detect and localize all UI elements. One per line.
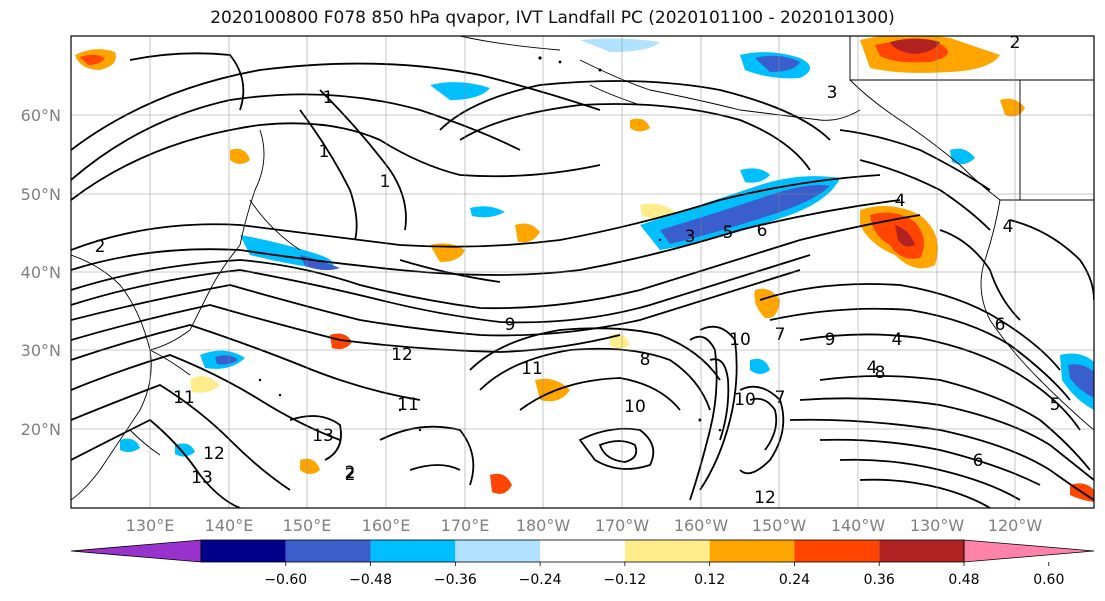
colorbar-tick-label: −0.60 bbox=[264, 572, 307, 588]
lon-label: 150°E bbox=[283, 516, 332, 535]
colorbar-bin bbox=[624, 540, 710, 562]
contour-label: 11 bbox=[397, 395, 419, 415]
map-title: 2020100800 F078 850 hPa qvapor, IVT Land… bbox=[210, 8, 895, 28]
colorbar-tick-label: −0.24 bbox=[519, 572, 562, 588]
contour-label: 9 bbox=[505, 315, 516, 335]
contour-label: 11 bbox=[173, 388, 195, 408]
contour-label: 4 bbox=[867, 358, 878, 378]
contour-label: 12 bbox=[203, 444, 225, 464]
contour-label: 8 bbox=[640, 350, 651, 370]
contour-label: 2 bbox=[345, 463, 356, 483]
contour-label: 3 bbox=[827, 83, 838, 103]
contour-label: 1 bbox=[380, 172, 391, 192]
lon-label: 130°W bbox=[910, 516, 965, 535]
colorbar-tick-label: 0.60 bbox=[1033, 572, 1064, 588]
colorbar-extend-low bbox=[70, 539, 202, 563]
colorbar-extend-high bbox=[963, 539, 1095, 563]
colorbar-tick-label: −0.48 bbox=[349, 572, 392, 588]
contour-label: 10 bbox=[734, 390, 756, 410]
contour-label: 5 bbox=[723, 223, 734, 243]
lat-label: 50°N bbox=[21, 185, 61, 204]
colorbar-tick-label: 0.36 bbox=[864, 572, 895, 588]
lon-label: 170°E bbox=[441, 516, 490, 535]
map-frame bbox=[70, 35, 1095, 509]
longitude-labels: 130°E 140°E 150°E 160°E 170°E 180°W 170°W 160°W… bbox=[126, 516, 1043, 535]
contour-label: 9 bbox=[825, 330, 836, 350]
lat-label: 30°N bbox=[21, 341, 61, 360]
gridlines bbox=[71, 36, 1094, 508]
lat-label: 60°N bbox=[21, 106, 61, 125]
contour-label: 13 bbox=[312, 426, 334, 446]
colorbar-tick-label: −0.12 bbox=[603, 572, 646, 588]
colorbar-tick-label: 0.12 bbox=[694, 572, 725, 588]
latitude-labels: 60°N 50°N 40°N 30°N 20°N bbox=[21, 106, 61, 439]
colorbar-tick-label: 0.48 bbox=[948, 572, 979, 588]
contour-label: 2 bbox=[345, 465, 356, 485]
lat-label: 20°N bbox=[21, 420, 61, 439]
colorbar-bin bbox=[370, 540, 456, 562]
lat-label: 40°N bbox=[21, 263, 61, 282]
contour-label: 8 bbox=[875, 363, 886, 383]
contour-label: 2 bbox=[95, 237, 106, 257]
contour-label: 1 bbox=[323, 88, 334, 108]
colorbar-bin bbox=[709, 540, 795, 562]
contour-label: 10 bbox=[624, 397, 646, 417]
lon-label: 160°W bbox=[674, 516, 729, 535]
contour-label: 12 bbox=[754, 488, 776, 508]
colorbar-outline bbox=[200, 539, 965, 563]
colorbar-tick-label: −0.36 bbox=[434, 572, 477, 588]
lon-label: 150°W bbox=[752, 516, 807, 535]
contour-label: 1 bbox=[319, 142, 330, 162]
contour-label: 12 bbox=[391, 345, 413, 365]
lon-label: 180°W bbox=[516, 516, 571, 535]
contour-label: 7 bbox=[775, 325, 786, 345]
lon-label: 140°E bbox=[205, 516, 254, 535]
lon-label: 130°E bbox=[126, 516, 175, 535]
colorbar-tick-label: 0.24 bbox=[779, 572, 810, 588]
contour-label: 4 bbox=[895, 191, 906, 211]
contour-label: 10 bbox=[729, 330, 751, 350]
contour-label: 3 bbox=[685, 227, 696, 247]
lon-label: 140°W bbox=[831, 516, 886, 535]
colorbar-bin bbox=[540, 540, 625, 562]
colorbar-bin bbox=[879, 540, 964, 562]
lon-label: 160°E bbox=[362, 516, 411, 535]
contour-label: 6 bbox=[973, 451, 984, 471]
colorbar-bin bbox=[794, 540, 880, 562]
contour-label: 5 bbox=[1050, 395, 1061, 415]
colorbar bbox=[70, 539, 1095, 563]
contour-label: 6 bbox=[757, 221, 768, 241]
contour-label: 6 bbox=[995, 315, 1006, 335]
contour-label: 4 bbox=[892, 330, 903, 350]
colorbar-bin bbox=[201, 540, 286, 562]
colorbar-bin bbox=[285, 540, 371, 562]
colorbar-bin bbox=[455, 540, 541, 562]
lon-label: 170°W bbox=[595, 516, 650, 535]
contour-label: 4 bbox=[1003, 217, 1014, 237]
colorbar-tick-labels: −0.60 −0.48 −0.36 −0.24 −0.12 0.12 0.24 0.36 0.4… bbox=[264, 562, 1064, 588]
lon-label: 120°W bbox=[988, 516, 1043, 535]
contour-label: 11 bbox=[521, 359, 543, 379]
contour-label: 7 bbox=[775, 388, 786, 408]
contour-label: 13 bbox=[191, 468, 213, 488]
